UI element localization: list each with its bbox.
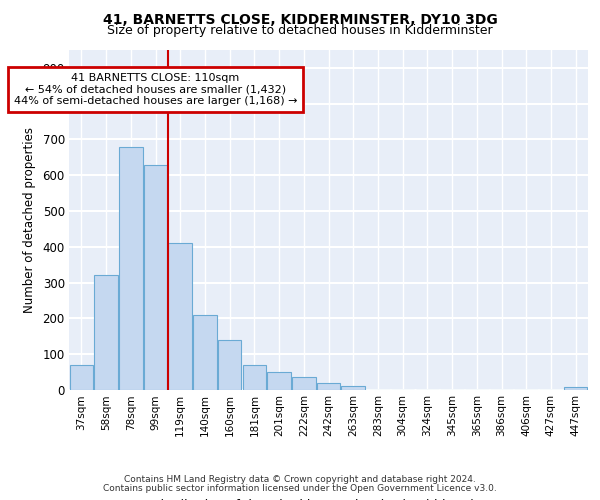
Text: 41, BARNETTS CLOSE, KIDDERMINSTER, DY10 3DG: 41, BARNETTS CLOSE, KIDDERMINSTER, DY10 …	[103, 12, 497, 26]
Text: Contains HM Land Registry data © Crown copyright and database right 2024.: Contains HM Land Registry data © Crown c…	[124, 475, 476, 484]
Bar	[341, 386, 365, 390]
Bar	[564, 387, 587, 390]
Bar	[119, 146, 143, 390]
Bar	[169, 244, 192, 390]
Bar	[218, 340, 241, 390]
Bar	[193, 315, 217, 390]
Bar	[94, 276, 118, 390]
Bar	[317, 383, 340, 390]
Bar	[144, 164, 167, 390]
Text: 41 BARNETTS CLOSE: 110sqm
← 54% of detached houses are smaller (1,432)
44% of se: 41 BARNETTS CLOSE: 110sqm ← 54% of detac…	[14, 73, 297, 106]
Y-axis label: Number of detached properties: Number of detached properties	[23, 127, 35, 313]
Bar	[292, 378, 316, 390]
X-axis label: Distribution of detached houses by size in Kidderminster: Distribution of detached houses by size …	[151, 499, 506, 500]
Bar	[242, 365, 266, 390]
Bar	[70, 365, 93, 390]
Text: Contains public sector information licensed under the Open Government Licence v3: Contains public sector information licen…	[103, 484, 497, 493]
Bar	[268, 372, 291, 390]
Text: Size of property relative to detached houses in Kidderminster: Size of property relative to detached ho…	[107, 24, 493, 37]
